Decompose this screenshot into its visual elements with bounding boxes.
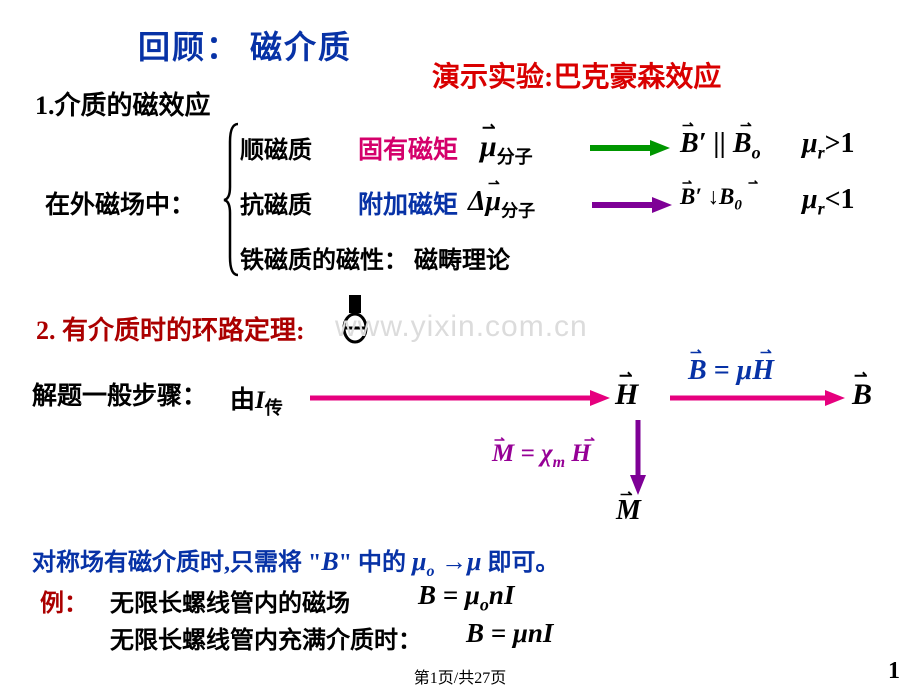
M-equals-chiH: ⇀ ⇀ M = χm H [492, 440, 591, 472]
symmetry-note: 对称场有磁介质时,只需将 "B" 中的 μo →μ 即可。 [32, 542, 559, 581]
by-I-conduction: 由I传 [230, 380, 283, 420]
mu-r-lt-1: μr<1 [802, 184, 855, 220]
left-brace-icon [222, 122, 240, 277]
external-field-label: 在外磁场中： [45, 185, 195, 221]
example-2-text: 无限长螺线管内充满介质时： [110, 620, 422, 655]
diamagnetic-label: 抗磁质 [240, 185, 312, 220]
section-2-heading: 2. 有介质时的环路定理: [36, 310, 305, 347]
B-vector: ⇀ B [852, 378, 872, 412]
example-label: 例： [40, 583, 88, 618]
watermark: www.yixin.com.cn [335, 310, 588, 344]
example-1-text: 无限长螺线管内的磁场 [110, 583, 350, 618]
demo-experiment: 演示实验:巴克豪森效应 [432, 55, 721, 95]
steps-label: 解题一般步骤： [32, 376, 207, 412]
ferromagnetic-line: 铁磁质的磁性： 磁畴理论 [240, 240, 510, 275]
arrow-magenta-2-icon [670, 388, 845, 408]
section-1-heading: 1.介质的磁效应 [35, 85, 211, 122]
b-prime-anti-b0: ⇀ ⇀ B′ ↓B0 [680, 184, 742, 215]
arrow-magenta-1-icon [310, 388, 610, 408]
arrow-purple-icon [592, 195, 672, 215]
equation-2: B = μnI [466, 618, 553, 649]
delta-mu-molecule: ⇀ Δμ分子 [468, 186, 535, 222]
H-vector: ⇀ H [615, 378, 638, 412]
equation-1: B = μonI [418, 580, 514, 615]
paramagnetic-label: 顺磁质 [240, 130, 312, 165]
additional-moment: 附加磁矩 [358, 185, 458, 221]
mu-molecule: ⇀ μ分子 [480, 130, 533, 169]
M-vector: ⇀ M [616, 495, 641, 527]
intrinsic-moment: 固有磁矩 [358, 130, 458, 166]
footer-pagination: 第1页/共27页 [0, 664, 920, 688]
arrow-green-icon [590, 138, 670, 158]
arrow-down-purple-icon [628, 420, 648, 495]
B-equals-muH: ⇀ ⇀ B = μH [688, 355, 774, 387]
b-prime-parallel-b0: ⇀ ⇀ B′ || Bo [680, 128, 761, 164]
page-title: 回顾： 磁介质 [138, 22, 352, 68]
mu-r-gt-1: μr>1 [802, 128, 855, 164]
